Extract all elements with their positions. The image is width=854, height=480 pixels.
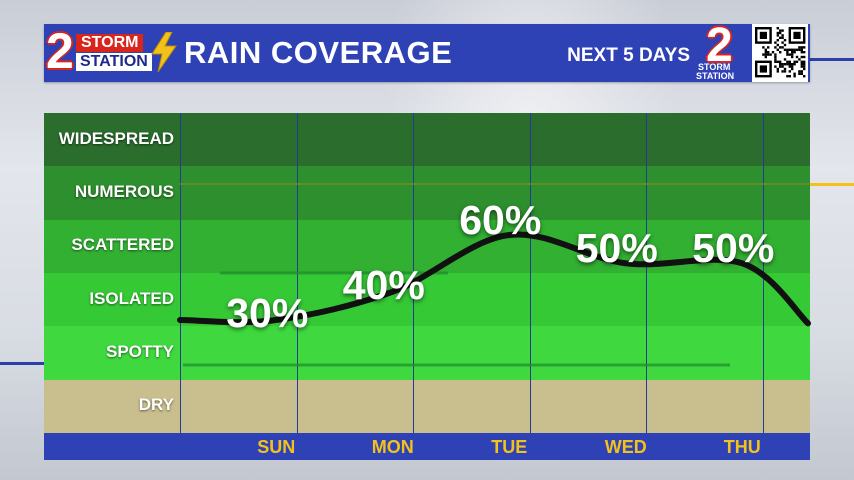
- band-label-isolated: ISOLATED: [89, 288, 174, 308]
- band-label-scattered: SCATTERED: [71, 235, 174, 255]
- x-axis-bar: [44, 433, 810, 460]
- background-stripe-right-top: [810, 58, 854, 61]
- x-tick-thu: THU: [723, 437, 761, 457]
- data-label-mon: 40%: [342, 261, 425, 308]
- background-stripe-right-yellow: [810, 183, 854, 186]
- data-label-sun: 30%: [226, 290, 309, 336]
- logo-word-station: STATION: [76, 53, 152, 71]
- logo-small-number: 2: [706, 19, 733, 72]
- data-label-tue: 60%: [459, 197, 542, 243]
- data-label-thu: 50%: [692, 225, 775, 272]
- band-label-spotty: SPOTTY: [105, 342, 174, 361]
- data-label-wed: 50%: [575, 225, 658, 272]
- page-title: RAIN COVERAGE: [184, 35, 453, 70]
- column-divider: [529, 113, 531, 433]
- column-divider: [180, 113, 181, 433]
- chart-plot-area: DRY SPOTTY ISOLATED SCATTERED NUMEROUS WIDESP…: [44, 113, 810, 433]
- column-divider: [646, 113, 647, 433]
- x-tick-mon: MON: [371, 437, 414, 457]
- column-divider: [762, 113, 764, 433]
- band-numerous: [44, 166, 810, 220]
- logo-small-word-storm: STORM: [698, 62, 731, 72]
- storm-station-logo-small: 2 STORM STATION: [694, 19, 750, 82]
- x-tick-tue: TUE: [491, 437, 528, 457]
- page-subtitle: NEXT 5 DAYS: [567, 45, 690, 66]
- qr-code-icon: [752, 24, 808, 82]
- band-label-dry: DRY: [138, 395, 174, 415]
- logo-word-storm: STORM: [76, 34, 144, 52]
- lightning-bolt-icon: [151, 32, 177, 72]
- x-tick-sun: SUN: [257, 437, 296, 457]
- band-widespread: [44, 113, 810, 167]
- logo-number: 2: [46, 23, 74, 79]
- band-spotty: [44, 326, 810, 380]
- logo-small-word-station: STATION: [696, 71, 735, 81]
- x-tick-wed: WED: [604, 437, 647, 457]
- band-label-widespread: WIDESPREAD: [58, 128, 174, 148]
- background-stripe-left: [0, 362, 44, 365]
- band-dry: [44, 379, 810, 433]
- column-divider: [296, 113, 298, 433]
- band-label-numerous: NUMEROUS: [74, 182, 174, 201]
- storm-station-logo: 2 STORM STATION: [46, 23, 178, 79]
